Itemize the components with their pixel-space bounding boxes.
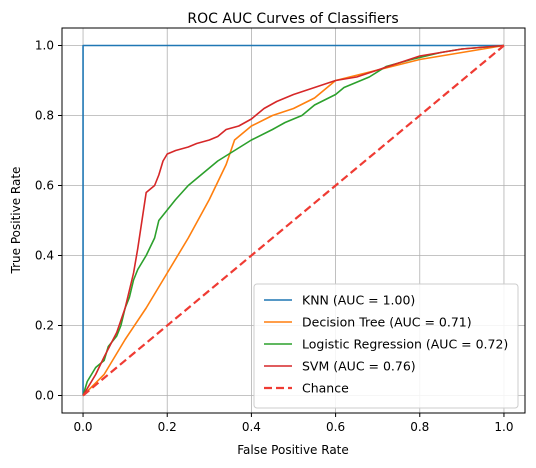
y-tick-label: 0.8 bbox=[35, 109, 54, 123]
y-tick-label: 0.0 bbox=[35, 389, 54, 403]
legend-label: Logistic Regression (AUC = 0.72) bbox=[302, 337, 508, 352]
legend: KNN (AUC = 1.00) Decision Tree (AUC = 0.7… bbox=[253, 283, 519, 409]
axis-ticks: 0.0 0.2 0.4 0.6 0.8 1.0 0.0 0.2 0.4 0.6 0.8 1.0 bbox=[35, 39, 514, 435]
x-tick-label: 0.2 bbox=[158, 420, 177, 434]
series-lines bbox=[82, 44, 505, 397]
x-tick-label: 0.6 bbox=[326, 420, 345, 434]
y-tick-label: 0.2 bbox=[35, 319, 54, 333]
y-axis-label: True Positive Rate bbox=[9, 167, 23, 275]
legend-label: SVM (AUC = 0.76) bbox=[302, 359, 416, 374]
x-axis-label: False Positive Rate bbox=[237, 443, 349, 457]
x-tick-label: 1.0 bbox=[494, 420, 513, 434]
y-tick-label: 1.0 bbox=[35, 39, 54, 53]
legend-label: Chance bbox=[302, 381, 349, 396]
x-tick-label: 0.0 bbox=[73, 420, 92, 434]
legend-box bbox=[253, 283, 519, 409]
y-tick-label: 0.4 bbox=[35, 249, 54, 263]
plot-frame bbox=[61, 27, 526, 414]
series-line-0 bbox=[82, 44, 504, 396]
x-tick-label: 0.8 bbox=[410, 420, 429, 434]
chart-title: ROC AUC Curves of Classifiers bbox=[187, 11, 398, 27]
legend-label: KNN (AUC = 1.00) bbox=[302, 293, 415, 308]
x-tick-label: 0.4 bbox=[242, 420, 261, 434]
series-line-3 bbox=[82, 44, 505, 396]
legend-label: Decision Tree (AUC = 0.71) bbox=[302, 315, 472, 330]
y-tick-label: 0.6 bbox=[35, 179, 54, 193]
series-line-4 bbox=[82, 44, 505, 397]
